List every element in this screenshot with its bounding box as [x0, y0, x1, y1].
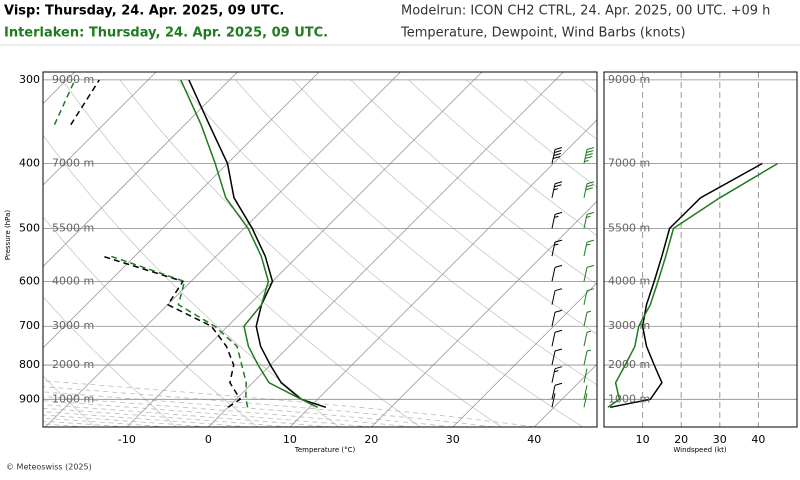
wind-barb [551, 288, 563, 305]
modelrun: Modelrun: ICON CH2 CTRL, 24. Apr. 2025, … [401, 4, 770, 19]
dry-adiabat [119, 79, 502, 427]
wind-barb [583, 288, 595, 305]
wind-plot [604, 72, 797, 427]
wind-barb [583, 310, 592, 327]
y-tick-label: 600 [19, 274, 40, 287]
x-tick-label: -10 [118, 433, 136, 446]
x-tick-label: 40 [527, 433, 541, 446]
wind-barb [551, 329, 563, 347]
dry-adiabat [43, 296, 177, 427]
wind-barb [551, 239, 563, 257]
x-tick-label: 20 [364, 433, 378, 446]
isotherm [43, 72, 238, 268]
station-title: Interlaken: Thursday, 24. Apr. 2025, 09 … [4, 26, 328, 41]
y-tick-label: 400 [19, 157, 40, 170]
wind-barb [583, 147, 595, 164]
windspeed-line [607, 162, 779, 408]
wind-barb [583, 181, 595, 198]
wind-barb [551, 181, 563, 198]
dewpoint-line [53, 79, 249, 408]
dry-adiabat [177, 79, 583, 427]
dry-adiabat [43, 134, 340, 427]
wind-barb [583, 211, 595, 229]
isotherm [289, 119, 597, 427]
wind-barb [551, 382, 563, 400]
height-label: 2000 m [52, 358, 94, 371]
isotherm [452, 282, 597, 427]
wind-barb [551, 264, 563, 282]
dry-adiabat [43, 375, 96, 427]
wind-barb [583, 349, 592, 366]
dry-adiabat [292, 79, 597, 335]
height-label: 9000 m [52, 73, 94, 86]
height-label: 5500 m [52, 221, 94, 234]
x-tick-label: 20 [674, 433, 688, 446]
moist-adiabat [43, 380, 535, 427]
height-label: 4000 m [52, 274, 94, 287]
height-label: 3000 m [52, 319, 94, 332]
wind-barb [551, 211, 563, 229]
wind-barb [551, 366, 563, 383]
y-tick-label: 900 [19, 392, 40, 405]
x-tick-label: 0 [205, 433, 212, 446]
y-tick-label: 300 [19, 73, 40, 86]
dry-adiabat [466, 79, 597, 188]
isotherm [43, 72, 157, 186]
x-tick-label: 10 [283, 433, 297, 446]
height-label: 1000 m [52, 392, 94, 405]
height-label: 7000 m [608, 157, 650, 170]
height-label: 1000 m [608, 392, 650, 405]
dry-adiabat [43, 216, 258, 427]
dry-adiabat [61, 79, 421, 427]
wind-barb [551, 393, 556, 408]
description: Temperature, Dewpoint, Wind Barbs (knots… [400, 26, 686, 41]
temperature-line [188, 79, 327, 409]
wind-barb [583, 385, 588, 400]
credit: © Meteoswiss (2025) [6, 463, 92, 472]
wind-barb [583, 393, 588, 408]
height-label: 2000 m [608, 358, 650, 371]
height-label: 7000 m [52, 157, 94, 170]
y-axis-label: Pressure (hPa) [4, 210, 12, 260]
dewpoint-line [70, 79, 242, 408]
x-tick-label: 40 [751, 433, 765, 446]
isotherm [45, 72, 401, 427]
wind-barb [583, 264, 595, 282]
skewt-plot [43, 72, 597, 427]
wind-barb [551, 348, 563, 366]
isotherm [371, 200, 597, 427]
plot-frame [603, 71, 798, 428]
isotherm [533, 363, 597, 427]
wind-barb [583, 368, 588, 383]
x-axis-label: Temperature (°C) [294, 446, 356, 454]
x-tick-label: 30 [713, 433, 727, 446]
wind-barb [583, 330, 592, 347]
isotherm [43, 72, 320, 349]
wind-barb [583, 239, 595, 257]
dry-adiabat [350, 79, 597, 286]
isotherm [126, 72, 483, 427]
y-tick-label: 500 [19, 221, 40, 234]
x-axis-label: Windspeed (kt) [673, 446, 726, 454]
plot-frame [42, 71, 598, 428]
dry-adiabat [235, 79, 597, 386]
y-tick-label: 700 [19, 319, 40, 332]
y-tick-label: 800 [19, 358, 40, 371]
wind-barb [551, 309, 563, 327]
isotherm [208, 72, 564, 427]
wind-barb [551, 147, 563, 164]
temperature-line [180, 79, 319, 408]
height-label: 3000 m [608, 319, 650, 332]
station-title: Visp: Thursday, 24. Apr. 2025, 09 UTC. [4, 4, 284, 19]
height-label: 4000 m [608, 274, 650, 287]
x-tick-label: 30 [446, 433, 460, 446]
height-label: 9000 m [608, 73, 650, 86]
height-label: 5500 m [608, 221, 650, 234]
dry-adiabat [408, 79, 597, 236]
x-tick-label: 10 [636, 433, 650, 446]
